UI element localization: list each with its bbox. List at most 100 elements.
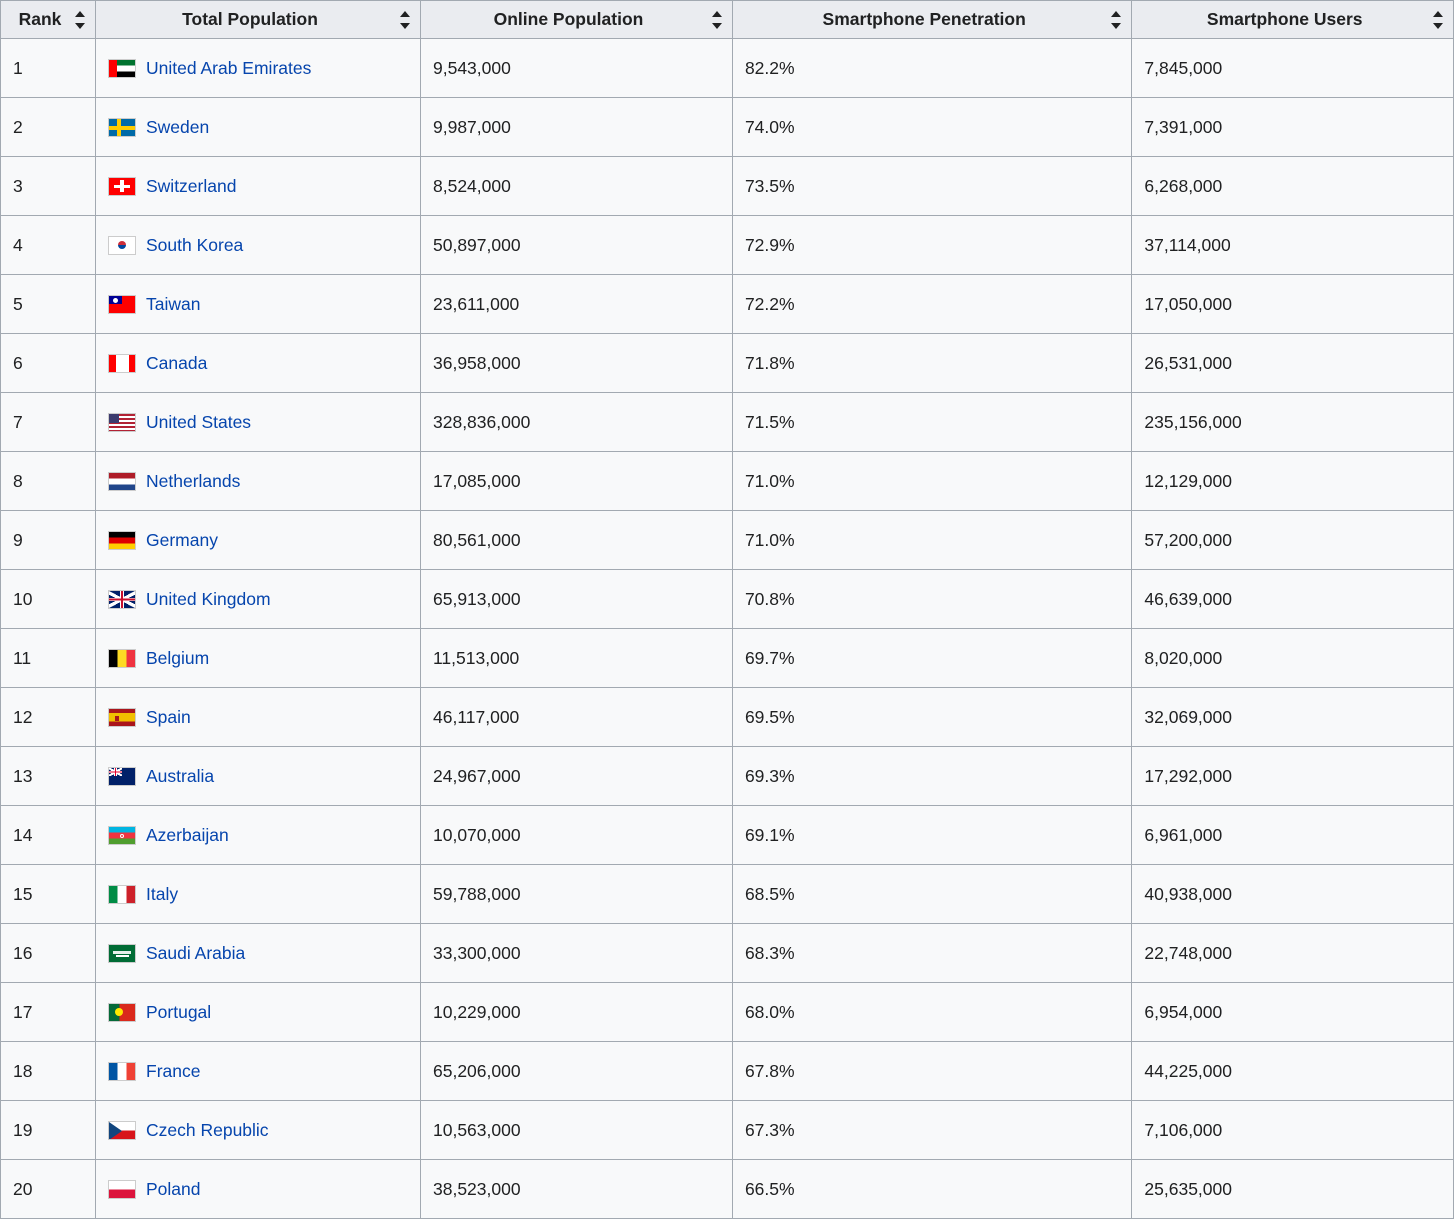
table-row: 3Switzerland8,524,00073.5%6,268,000 [1, 157, 1454, 216]
table-row: 15Italy59,788,00068.5%40,938,000 [1, 865, 1454, 924]
country-cell: United Arab Emirates [96, 39, 421, 98]
country-link[interactable]: United Kingdom [146, 589, 271, 609]
country-link[interactable]: Canada [146, 353, 207, 373]
country-link[interactable]: South Korea [146, 235, 243, 255]
country-cell: Spain [96, 688, 421, 747]
country-link[interactable]: France [146, 1061, 200, 1081]
smartphone-users-cell: 32,069,000 [1132, 688, 1454, 747]
table-row: 16Saudi Arabia33,300,00068.3%22,748,000 [1, 924, 1454, 983]
smartphone-users-cell: 44,225,000 [1132, 1042, 1454, 1101]
rank-cell: 1 [1, 39, 96, 98]
country-link[interactable]: Switzerland [146, 176, 236, 196]
online-population-cell: 9,543,000 [421, 39, 733, 98]
table-row: 17Portugal10,229,00068.0%6,954,000 [1, 983, 1454, 1042]
smartphone-users-cell: 26,531,000 [1132, 334, 1454, 393]
table-row: 14Azerbaijan10,070,00069.1%6,961,000 [1, 806, 1454, 865]
penetration-cell: 69.1% [732, 806, 1131, 865]
online-population-cell: 36,958,000 [421, 334, 733, 393]
country-link[interactable]: Netherlands [146, 471, 240, 491]
smartphone-users-cell: 7,391,000 [1132, 98, 1454, 157]
country-cell: Azerbaijan [96, 806, 421, 865]
penetration-cell: 68.0% [732, 983, 1131, 1042]
online-population-cell: 11,513,000 [421, 629, 733, 688]
country-cell: Switzerland [96, 157, 421, 216]
rank-cell: 15 [1, 865, 96, 924]
rank-cell: 6 [1, 334, 96, 393]
smartphone-users-cell: 7,106,000 [1132, 1101, 1454, 1160]
col-header-label: Smartphone Users [1207, 9, 1363, 30]
country-link[interactable]: Belgium [146, 648, 209, 668]
penetration-cell: 67.8% [732, 1042, 1131, 1101]
col-header-smartphone-penetration[interactable]: Smartphone Penetration [732, 1, 1131, 39]
flag-icon [108, 177, 136, 196]
penetration-cell: 68.3% [732, 924, 1131, 983]
smartphone-users-cell: 22,748,000 [1132, 924, 1454, 983]
penetration-cell: 68.5% [732, 865, 1131, 924]
country-cell: Netherlands [96, 452, 421, 511]
country-link[interactable]: United States [146, 412, 251, 432]
country-link[interactable]: Italy [146, 884, 178, 904]
smartphone-users-cell: 6,954,000 [1132, 983, 1454, 1042]
table-row: 18France65,206,00067.8%44,225,000 [1, 1042, 1454, 1101]
country-link[interactable]: Spain [146, 707, 191, 727]
country-cell: Australia [96, 747, 421, 806]
col-header-label: Online Population [494, 9, 644, 30]
table-row: 13Australia24,967,00069.3%17,292,000 [1, 747, 1454, 806]
online-population-cell: 65,913,000 [421, 570, 733, 629]
country-link[interactable]: Azerbaijan [146, 825, 229, 845]
col-header-smartphone-users[interactable]: Smartphone Users [1132, 1, 1454, 39]
smartphone-users-cell: 57,200,000 [1132, 511, 1454, 570]
country-cell: Czech Republic [96, 1101, 421, 1160]
rank-cell: 18 [1, 1042, 96, 1101]
smartphone-penetration-table: Rank Total Population Online Population … [0, 0, 1454, 1219]
online-population-cell: 10,229,000 [421, 983, 733, 1042]
table-row: 11Belgium11,513,00069.7%8,020,000 [1, 629, 1454, 688]
flag-icon [108, 1180, 136, 1199]
penetration-cell: 74.0% [732, 98, 1131, 157]
country-link[interactable]: Portugal [146, 1002, 211, 1022]
flag-icon [108, 649, 136, 668]
country-link[interactable]: United Arab Emirates [146, 58, 311, 78]
smartphone-users-cell: 17,050,000 [1132, 275, 1454, 334]
rank-cell: 14 [1, 806, 96, 865]
penetration-cell: 66.5% [732, 1160, 1131, 1219]
table-row: 6 Canada 36,958,00071.8%26,531,000 [1, 334, 1454, 393]
country-link[interactable]: Australia [146, 766, 214, 786]
country-cell: Germany [96, 511, 421, 570]
penetration-cell: 73.5% [732, 157, 1131, 216]
country-cell: Saudi Arabia [96, 924, 421, 983]
online-population-cell: 8,524,000 [421, 157, 733, 216]
col-header-rank[interactable]: Rank [1, 1, 96, 39]
country-link[interactable]: Sweden [146, 117, 209, 137]
online-population-cell: 80,561,000 [421, 511, 733, 570]
table-row: 4South Korea50,897,00072.9%37,114,000 [1, 216, 1454, 275]
smartphone-users-cell: 37,114,000 [1132, 216, 1454, 275]
penetration-cell: 70.8% [732, 570, 1131, 629]
col-header-online-population[interactable]: Online Population [421, 1, 733, 39]
flag-icon [108, 118, 136, 137]
country-cell: South Korea [96, 216, 421, 275]
country-link[interactable]: Taiwan [146, 294, 200, 314]
flag-icon [108, 472, 136, 491]
table-row: 2Sweden9,987,00074.0%7,391,000 [1, 98, 1454, 157]
col-header-total-population[interactable]: Total Population [96, 1, 421, 39]
country-link[interactable]: Czech Republic [146, 1120, 269, 1140]
online-population-cell: 9,987,000 [421, 98, 733, 157]
smartphone-users-cell: 235,156,000 [1132, 393, 1454, 452]
smartphone-users-cell: 25,635,000 [1132, 1160, 1454, 1219]
table-row: 7United States328,836,00071.5%235,156,00… [1, 393, 1454, 452]
country-link[interactable]: Germany [146, 530, 218, 550]
sort-icon [1431, 11, 1445, 29]
country-link[interactable]: Saudi Arabia [146, 943, 245, 963]
rank-cell: 3 [1, 157, 96, 216]
online-population-cell: 59,788,000 [421, 865, 733, 924]
flag-icon [108, 708, 136, 727]
country-link[interactable]: Poland [146, 1179, 201, 1199]
smartphone-users-cell: 8,020,000 [1132, 629, 1454, 688]
flag-icon [108, 885, 136, 904]
rank-cell: 8 [1, 452, 96, 511]
country-cell: France [96, 1042, 421, 1101]
sort-icon [710, 11, 724, 29]
penetration-cell: 71.8% [732, 334, 1131, 393]
rank-cell: 13 [1, 747, 96, 806]
